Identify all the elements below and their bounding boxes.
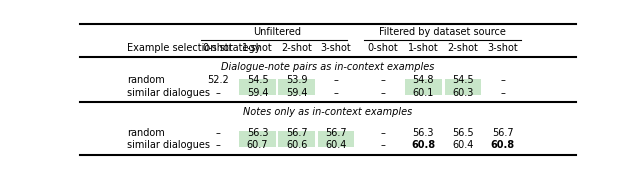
Text: similar dialogues: similar dialogues bbox=[127, 88, 210, 98]
Text: 60.8: 60.8 bbox=[411, 140, 435, 150]
Text: Notes only as in-context examples: Notes only as in-context examples bbox=[243, 107, 413, 117]
Text: –: – bbox=[380, 140, 385, 150]
FancyBboxPatch shape bbox=[405, 79, 442, 95]
Text: Filtered by dataset source: Filtered by dataset source bbox=[379, 27, 506, 37]
Text: Example selection strategy: Example selection strategy bbox=[127, 43, 260, 53]
FancyBboxPatch shape bbox=[239, 79, 276, 95]
Text: –: – bbox=[380, 128, 385, 138]
Text: random: random bbox=[127, 128, 165, 138]
Text: 60.7: 60.7 bbox=[247, 140, 268, 150]
Text: 0-shot: 0-shot bbox=[367, 43, 398, 53]
FancyBboxPatch shape bbox=[317, 131, 355, 147]
Text: 54.8: 54.8 bbox=[413, 75, 434, 85]
Text: 2-shot: 2-shot bbox=[282, 43, 312, 53]
Text: 2-shot: 2-shot bbox=[447, 43, 478, 53]
Text: –: – bbox=[216, 140, 220, 150]
Text: 56.5: 56.5 bbox=[452, 128, 474, 138]
Text: 53.9: 53.9 bbox=[286, 75, 307, 85]
Text: –: – bbox=[333, 75, 339, 85]
Text: 60.4: 60.4 bbox=[452, 140, 474, 150]
Text: 59.4: 59.4 bbox=[247, 88, 268, 98]
Text: –: – bbox=[333, 88, 339, 98]
Text: 54.5: 54.5 bbox=[247, 75, 268, 85]
Text: 52.2: 52.2 bbox=[207, 75, 228, 85]
Text: 56.3: 56.3 bbox=[413, 128, 434, 138]
Text: 1-shot: 1-shot bbox=[242, 43, 273, 53]
Text: random: random bbox=[127, 75, 165, 85]
Text: –: – bbox=[216, 128, 220, 138]
Text: 60.1: 60.1 bbox=[413, 88, 434, 98]
Text: 56.7: 56.7 bbox=[325, 128, 347, 138]
Text: 0-shot: 0-shot bbox=[202, 43, 233, 53]
FancyBboxPatch shape bbox=[278, 79, 315, 95]
FancyBboxPatch shape bbox=[445, 79, 481, 95]
FancyBboxPatch shape bbox=[278, 131, 315, 147]
Text: 56.7: 56.7 bbox=[492, 128, 513, 138]
Text: 54.5: 54.5 bbox=[452, 75, 474, 85]
Text: Unfiltered: Unfiltered bbox=[253, 27, 301, 37]
Text: 60.6: 60.6 bbox=[286, 140, 307, 150]
Text: –: – bbox=[500, 88, 505, 98]
Text: –: – bbox=[500, 75, 505, 85]
Text: 3-shot: 3-shot bbox=[487, 43, 518, 53]
Text: 3-shot: 3-shot bbox=[321, 43, 351, 53]
Text: 56.3: 56.3 bbox=[247, 128, 268, 138]
Text: 60.4: 60.4 bbox=[325, 140, 347, 150]
Text: 60.3: 60.3 bbox=[452, 88, 474, 98]
Text: –: – bbox=[380, 88, 385, 98]
Text: 56.7: 56.7 bbox=[286, 128, 308, 138]
Text: –: – bbox=[380, 75, 385, 85]
Text: Dialogue-note pairs as in-context examples: Dialogue-note pairs as in-context exampl… bbox=[221, 62, 435, 72]
Text: –: – bbox=[216, 88, 220, 98]
Text: similar dialogues: similar dialogues bbox=[127, 140, 210, 150]
Text: 60.8: 60.8 bbox=[490, 140, 515, 150]
FancyBboxPatch shape bbox=[239, 131, 276, 147]
Text: 59.4: 59.4 bbox=[286, 88, 307, 98]
Text: 1-shot: 1-shot bbox=[408, 43, 438, 53]
